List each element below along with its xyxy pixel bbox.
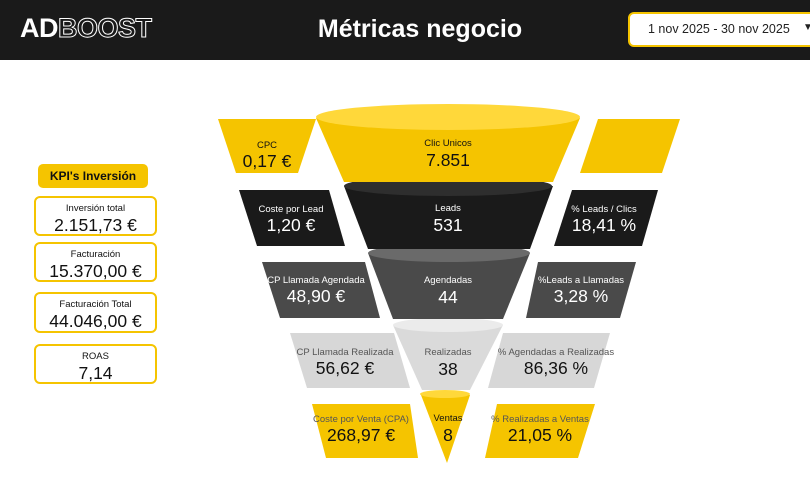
side-box-cpa (312, 404, 418, 458)
kpi-value: 2.151,73 € (54, 215, 137, 235)
funnel-value-realizadas: 38 (438, 359, 458, 379)
side-label-cp-realizada: CP Llamada Realizada (296, 347, 394, 358)
kpi-label: Inversión total (65, 203, 126, 214)
funnel-value-agendadas: 44 (438, 287, 458, 307)
side-box-cp-realizada (290, 333, 410, 388)
date-range-picker[interactable]: 1 nov 2025 - 30 nov 2025 ▼ (628, 12, 810, 47)
side-box-agendadas-realizadas (488, 333, 610, 388)
kpi-card-inversion: Inversión total 2.151,73 € (34, 196, 157, 236)
side-box-leads-clics (554, 190, 658, 246)
side-box-leads-llamadas (526, 262, 636, 318)
side-value-leads-llamadas: 3,28 % (553, 286, 609, 306)
funnel-label-agendadas: Agendadas (423, 275, 473, 286)
side-label-coste-lead: Coste por Lead (258, 204, 324, 215)
side-label-cp-agendada: CP Llamada Agendada (267, 275, 365, 286)
date-range-text: 1 nov 2025 - 30 nov 2025 (648, 22, 790, 36)
side-value-cp-agendada: 48,90 € (286, 286, 346, 306)
funnel-stage-ventas-top (420, 390, 470, 398)
kpi-card-facturacion: Facturación 15.370,00 € (34, 242, 157, 282)
side-box-cpc (218, 119, 316, 173)
side-value-cpc: 0,17 € (242, 151, 292, 171)
side-value-cpa: 268,97 € (326, 425, 396, 445)
kpi-label: Facturación (70, 249, 121, 260)
funnel-label-ventas: Ventas (433, 413, 463, 424)
funnel-stage-leads (344, 186, 553, 249)
side-box-cp-agendada (262, 262, 380, 318)
header-bar: ADBOOST Métricas negocio 1 nov 2025 - 30… (0, 0, 810, 60)
side-box-empty (580, 119, 680, 173)
kpi-label: ROAS (82, 351, 109, 362)
funnel-label-clics: Clic Unicos (424, 138, 472, 149)
funnel-stage-realizadas (393, 325, 503, 390)
brand-logo: ADBOOST (20, 12, 153, 44)
kpi-card-roas: ROAS 7,14 (34, 344, 157, 384)
kpi-label: Facturación Total (59, 299, 132, 310)
side-value-agendadas-realizadas: 86,36 % (523, 358, 589, 378)
kpi-card-facturacion-total: Facturación Total 44.046,00 € (34, 292, 157, 333)
side-box-realizadas-ventas (485, 404, 595, 458)
funnel-stage-clics-top (316, 104, 580, 130)
funnel-label-realizadas: Realizadas (424, 347, 472, 358)
side-label-agendadas-realizadas: % Agendadas a Realizadas (497, 347, 615, 358)
side-label-leads-llamadas: %Leads a Llamadas (537, 275, 625, 286)
side-label-cpa: Coste por Venta (CPA) (313, 414, 409, 425)
funnel-value-ventas: 8 (443, 425, 453, 445)
funnel-stage-realizadas-top (393, 318, 503, 332)
side-label-cpc: CPC (256, 140, 278, 151)
side-value-cp-realizada: 56,62 € (315, 358, 375, 378)
kpi-value: 7,14 (78, 363, 113, 383)
side-label-realizadas-ventas: % Realizadas a Ventas (491, 414, 589, 425)
side-value-leads-clics: 18,41 % (571, 215, 637, 235)
funnel-stage-clics (316, 118, 580, 182)
funnel-label-leads: Leads (435, 203, 461, 214)
funnel-value-clics: 7.851 (426, 150, 470, 170)
brand-logo-part1: AD (20, 13, 59, 43)
chevron-down-icon[interactable]: ▼ (803, 22, 810, 33)
kpi-section-title: KPI's Inversión (38, 164, 148, 188)
side-value-realizadas-ventas: 21,05 % (507, 425, 573, 445)
funnel-value-leads: 531 (433, 215, 463, 235)
kpi-value: 44.046,00 € (49, 311, 142, 331)
funnel-stage-ventas (421, 395, 470, 463)
brand-logo-part2: BOOST (58, 13, 153, 44)
side-box-coste-lead (239, 190, 345, 246)
funnel-stage-agendadas (368, 253, 530, 319)
kpi-value: 15.370,00 € (49, 261, 142, 281)
page-title: Métricas negocio (317, 15, 523, 43)
side-label-leads-clics: % Leads / Clics (571, 204, 637, 215)
side-value-coste-lead: 1,20 € (266, 215, 316, 235)
